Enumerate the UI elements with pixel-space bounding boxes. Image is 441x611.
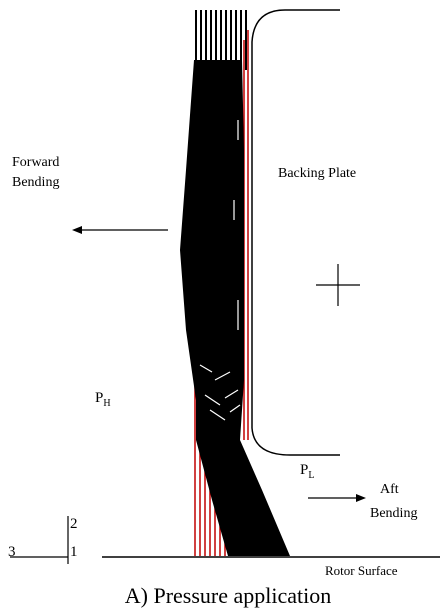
label: Bending xyxy=(370,506,417,521)
axis-label: 3 xyxy=(8,544,16,560)
bristle-pack xyxy=(180,10,290,556)
backing-plate-outline xyxy=(252,10,340,455)
label: Bending xyxy=(12,175,59,190)
center-mark xyxy=(316,264,360,306)
aft-arrow xyxy=(308,494,366,502)
axis-label: 2 xyxy=(70,516,78,532)
caption: A) Pressure application xyxy=(125,583,332,608)
axis-triad xyxy=(10,516,68,564)
label: PL xyxy=(300,462,314,481)
forward-arrow xyxy=(72,226,168,234)
axis-label: 1 xyxy=(70,544,78,560)
label: Backing Plate xyxy=(278,166,356,181)
label: PH xyxy=(95,390,111,409)
label: Forward xyxy=(12,155,59,170)
label: Aft xyxy=(380,482,399,497)
figure: Forward Bending Backing Plate PH PL Aft … xyxy=(0,0,441,611)
label: Rotor Surface xyxy=(325,563,398,578)
